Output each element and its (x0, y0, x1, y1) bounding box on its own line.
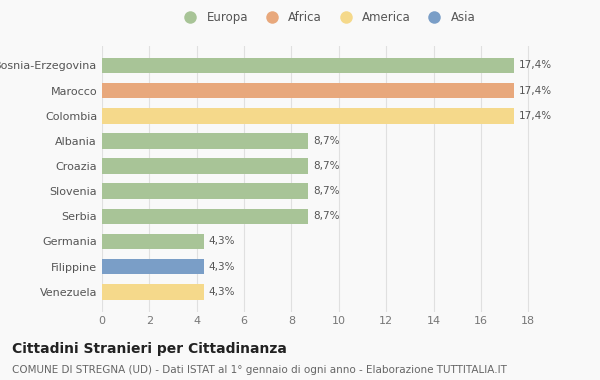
Bar (102, 234, 204, 249)
Text: 17,4%: 17,4% (519, 60, 552, 70)
Text: 8,7%: 8,7% (313, 136, 339, 146)
Text: 17,4%: 17,4% (519, 86, 552, 96)
Text: 8,7%: 8,7% (313, 186, 339, 196)
Bar (102, 133, 308, 149)
Bar (102, 184, 308, 199)
Bar (102, 259, 204, 274)
Bar (102, 108, 514, 124)
Text: 17,4%: 17,4% (519, 111, 552, 121)
Text: Cittadini Stranieri per Cittadinanza: Cittadini Stranieri per Cittadinanza (12, 342, 287, 356)
Bar (102, 209, 308, 224)
Legend: Europa, Africa, America, Asia: Europa, Africa, America, Asia (173, 6, 481, 29)
Text: 4,3%: 4,3% (209, 261, 235, 272)
Bar (102, 284, 204, 299)
Text: 4,3%: 4,3% (209, 236, 235, 247)
Bar (102, 58, 514, 73)
Bar (102, 83, 514, 98)
Text: 4,3%: 4,3% (209, 287, 235, 297)
Text: 8,7%: 8,7% (313, 161, 339, 171)
Text: 8,7%: 8,7% (313, 211, 339, 221)
Bar (102, 158, 308, 174)
Text: COMUNE DI STREGNA (UD) - Dati ISTAT al 1° gennaio di ogni anno - Elaborazione TU: COMUNE DI STREGNA (UD) - Dati ISTAT al 1… (12, 365, 507, 375)
